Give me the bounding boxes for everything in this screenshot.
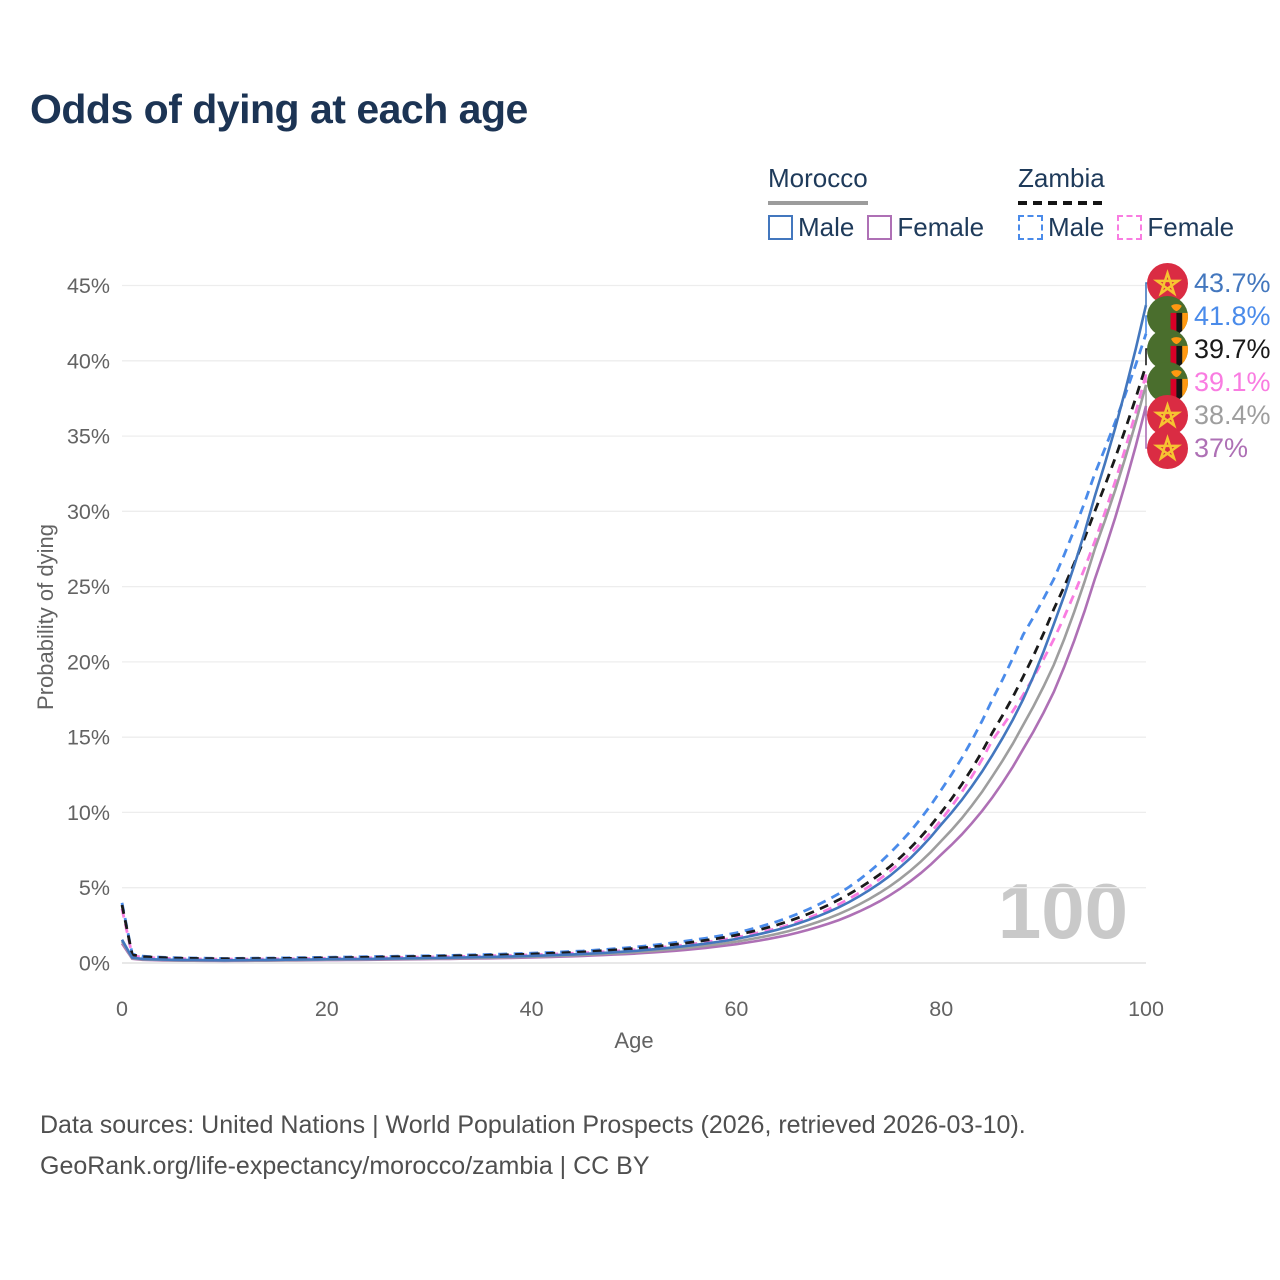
end-label-row: 37%	[1147, 427, 1249, 469]
legend-label-zambia-male: Male	[1048, 212, 1105, 242]
legend-label-zambia-female: Female	[1147, 212, 1235, 242]
zambia-female-swatch-icon	[1117, 215, 1143, 240]
legend-underline-morocco	[768, 201, 868, 205]
morocco-flag-icon	[1147, 427, 1188, 469]
x-tick-label-0: 0	[116, 997, 128, 1021]
y-tick-label-45: 45%	[67, 274, 110, 298]
morocco-female-swatch-icon	[867, 215, 893, 240]
y-axis-title: Probability of dying	[33, 524, 58, 710]
legend-row-zambia: Male Female	[1018, 212, 1247, 243]
end-label-row: 39.7%	[1147, 328, 1271, 370]
end-label-value: 39.1%	[1194, 366, 1271, 397]
legend-group-morocco: Morocco Male Female	[768, 163, 997, 243]
chart-title: Odds of dying at each age	[30, 86, 528, 132]
end-label-value: 37%	[1194, 432, 1249, 463]
series-line-morocco-female[interactable]	[120, 405, 1148, 963]
end-label-value: 43.7%	[1194, 267, 1271, 298]
age-watermark: 100	[997, 867, 1128, 955]
morocco-flag-icon	[1147, 394, 1188, 436]
legend-group-zambia: Zambia Male Female	[1018, 163, 1247, 243]
legend-item-morocco-female[interactable]: Female	[867, 212, 984, 243]
x-axis-title: Age	[614, 1028, 654, 1053]
morocco-flag-icon	[1147, 262, 1188, 304]
footer: Data sources: United Nations | World Pop…	[40, 1105, 1026, 1187]
zambia-flag-icon	[1147, 328, 1188, 370]
legend-label-morocco-male: Male	[798, 212, 855, 242]
y-tick-label-5: 5%	[79, 876, 110, 900]
y-tick-label-15: 15%	[67, 726, 110, 750]
morocco-male-swatch-icon	[768, 215, 793, 240]
footer-attribution: GeoRank.org/life-expectancy/morocco/zamb…	[40, 1152, 650, 1180]
end-label-row: 38.4%	[1147, 394, 1271, 436]
y-tick-label-40: 40%	[67, 349, 110, 373]
legend-label-morocco-female: Female	[897, 212, 985, 242]
y-tick-label-20: 20%	[67, 650, 110, 674]
legend-item-morocco-male[interactable]: Male	[768, 212, 854, 243]
x-tick-label-80: 80	[929, 997, 953, 1021]
series-line-zambia-male[interactable]	[120, 333, 1148, 960]
end-label-row: 43.7%	[1147, 262, 1271, 304]
legend-country-zambia: Zambia	[1018, 163, 1105, 193]
zambia-male-swatch-icon	[1018, 215, 1043, 240]
series-line-morocco[interactable]	[120, 384, 1148, 962]
series-line-morocco-male[interactable]	[120, 304, 1148, 962]
footer-sources: Data sources: United Nations | World Pop…	[40, 1111, 1026, 1139]
end-label-value: 41.8%	[1194, 300, 1271, 331]
series-line-zambia-female[interactable]	[120, 373, 1148, 961]
x-tick-label-60: 60	[724, 997, 748, 1021]
y-tick-label-35: 35%	[67, 425, 110, 449]
legend-row-morocco: Male Female	[768, 212, 997, 243]
y-tick-label-25: 25%	[67, 575, 110, 599]
end-label-value: 38.4%	[1194, 399, 1271, 430]
legend-country-morocco: Morocco	[768, 163, 868, 193]
x-tick-label-100: 100	[1128, 997, 1164, 1021]
x-tick-label-20: 20	[315, 997, 339, 1021]
y-tick-label-30: 30%	[67, 500, 110, 524]
legend-item-zambia-female[interactable]: Female	[1117, 212, 1234, 243]
legend-item-zambia-male[interactable]: Male	[1018, 212, 1104, 243]
legend-underline-zambia	[1018, 201, 1106, 205]
y-tick-label-10: 10%	[67, 801, 110, 825]
end-label-value: 39.7%	[1194, 333, 1271, 364]
y-tick-label-0: 0%	[79, 952, 110, 976]
x-tick-label-40: 40	[520, 997, 544, 1021]
